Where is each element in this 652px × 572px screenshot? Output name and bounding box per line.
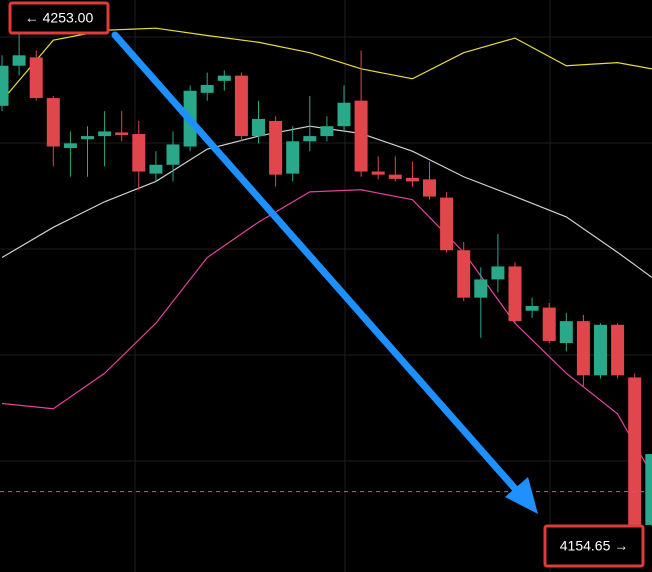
candle-body — [354, 100, 368, 172]
candle-body — [388, 174, 402, 179]
candle-body — [252, 118, 265, 137]
candle-body — [628, 377, 642, 526]
candle-body — [81, 136, 94, 140]
candle-body — [269, 120, 283, 175]
candle-body — [440, 197, 454, 251]
candle-body — [576, 321, 590, 376]
candle-body — [491, 266, 505, 280]
candle-body — [542, 307, 556, 341]
annotation-box — [543, 524, 645, 568]
candle-body — [29, 57, 43, 99]
candle-body — [12, 55, 26, 66]
candle-body — [149, 164, 163, 174]
candle-body — [457, 250, 471, 298]
candle-body — [371, 171, 385, 175]
arrow-shaft — [111, 31, 522, 496]
annotation-label: 4154.65 → — [560, 538, 629, 554]
candle-body — [46, 98, 60, 147]
arrow-head — [505, 477, 538, 514]
candle-body — [594, 324, 607, 376]
candle-body — [405, 177, 419, 182]
candle-body — [423, 179, 436, 197]
indicator-line — [1, 125, 652, 278]
trend-arrow — [111, 31, 538, 514]
candle-body — [474, 279, 488, 298]
candle-body — [0, 65, 9, 106]
candle-body — [286, 141, 300, 174]
annotation-box — [8, 1, 110, 35]
candle-body — [63, 143, 77, 149]
labels: ← 4253.00 4154.65 → — [8, 1, 645, 568]
candle-body — [115, 132, 129, 136]
candle-body — [132, 134, 146, 172]
candle-body — [320, 126, 334, 137]
candle-body — [217, 75, 231, 81]
candle-body — [508, 266, 522, 322]
candle-body — [525, 306, 539, 311]
candle-body — [559, 321, 573, 344]
candle-body — [98, 131, 112, 137]
candle-body — [337, 102, 351, 127]
candle-body — [200, 85, 214, 93]
annotation-label: ← 4253.00 — [25, 10, 94, 26]
candle-body — [166, 144, 180, 165]
indicator-line — [1, 27, 652, 102]
candle-body — [234, 75, 248, 137]
candle-body — [611, 324, 625, 376]
indicator-line — [1, 189, 652, 475]
candle-body — [645, 454, 652, 525]
candle-body — [303, 136, 317, 142]
